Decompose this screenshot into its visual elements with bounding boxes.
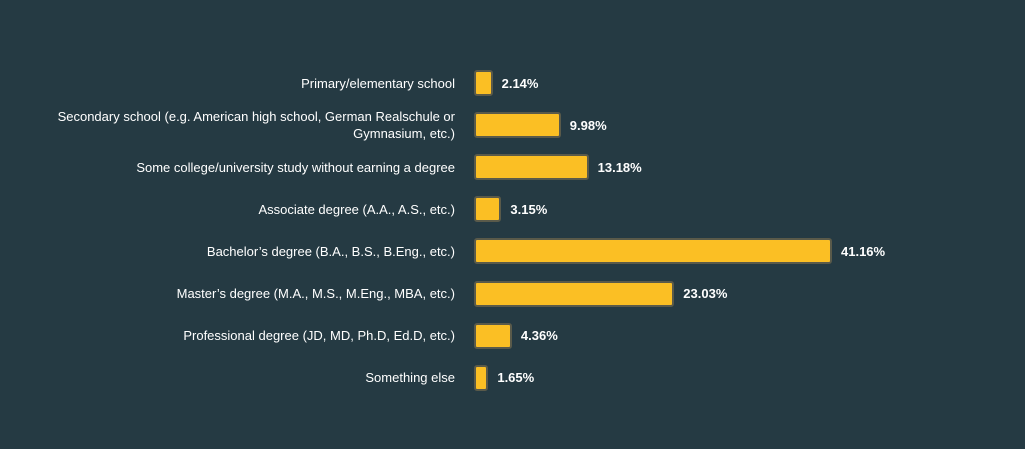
category-label: Bachelor’s degree (B.A., B.S., B.Eng., e… xyxy=(206,243,455,259)
category-label: Secondary school (e.g. American high sch… xyxy=(57,109,455,142)
value-label: 1.65% xyxy=(497,370,535,386)
category-label: Something else xyxy=(365,370,455,386)
category-label: Master’s degree (M.A., M.S., M.Eng., MBA… xyxy=(176,286,455,301)
bar xyxy=(474,196,502,223)
value-label: 13.18% xyxy=(597,159,642,175)
value-label: 41.16% xyxy=(841,243,886,259)
value-label: 9.98% xyxy=(569,117,607,133)
bar xyxy=(474,280,675,307)
category-label: Some college/university study without ea… xyxy=(136,159,455,175)
value-label: 3.15% xyxy=(510,201,548,217)
value-label: 2.14% xyxy=(501,75,539,91)
bar xyxy=(474,70,493,96)
category-label: Professional degree (JD, MD, Ph.D, Ed.D,… xyxy=(183,328,455,344)
bar xyxy=(474,364,489,391)
value-label: 4.36% xyxy=(520,328,558,344)
bar xyxy=(474,154,589,181)
value-label: 23.03% xyxy=(683,286,728,301)
category-label: Associate degree (A.A., A.S., etc.) xyxy=(258,201,455,217)
category-label: Primary/elementary school xyxy=(301,75,455,91)
bar xyxy=(474,322,512,349)
bar xyxy=(474,112,561,139)
bar xyxy=(474,238,832,265)
